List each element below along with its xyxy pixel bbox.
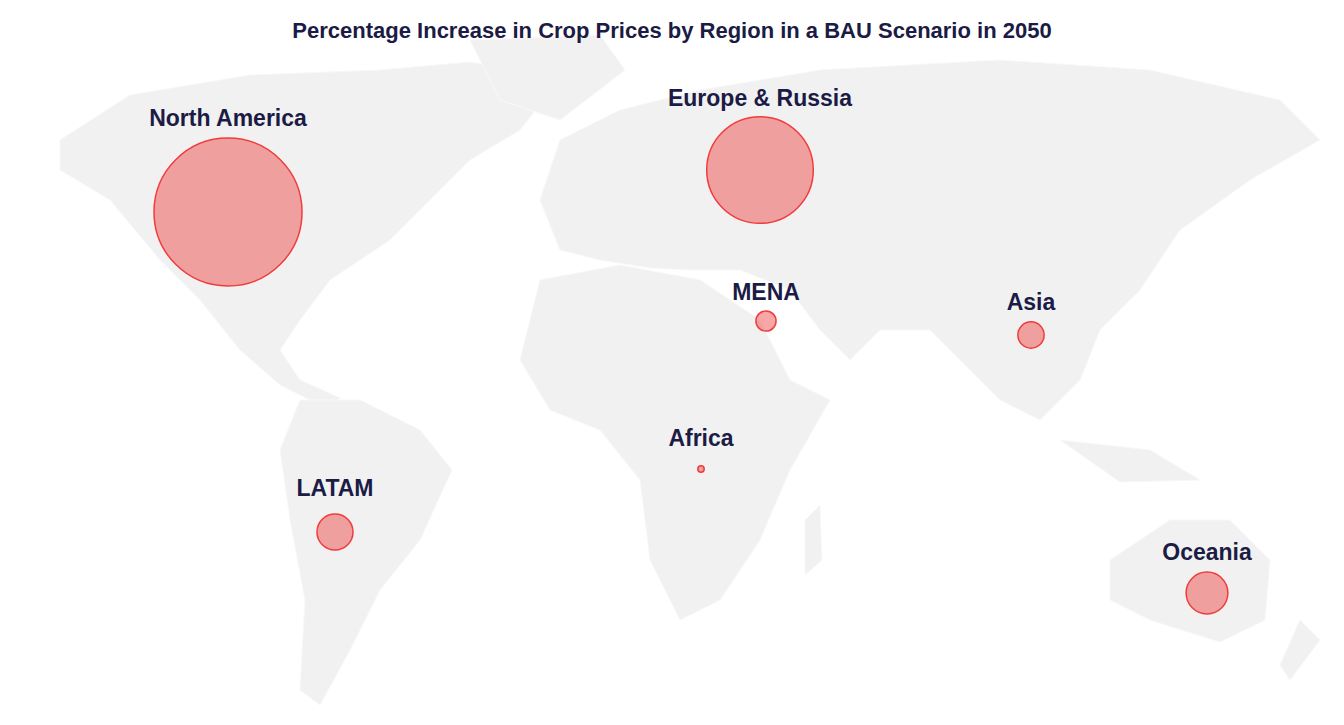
- labels: North America Europe & Russia MENA Asia Afri…: [149, 85, 1252, 565]
- bubble: [154, 138, 302, 286]
- land-shape: [1280, 620, 1320, 680]
- land-shape: [1060, 440, 1200, 482]
- region-label: LATAM: [296, 475, 373, 501]
- bubble: [756, 311, 776, 331]
- bubble: [317, 514, 353, 550]
- bubble: [698, 466, 704, 472]
- bubble: [1186, 572, 1228, 614]
- bubbles: [154, 117, 1228, 614]
- region-label: North America: [149, 105, 307, 131]
- land: [60, 35, 1320, 705]
- region-label: Europe & Russia: [668, 85, 852, 111]
- land-shape: [470, 35, 625, 120]
- title: Percentage Increase in Crop Prices by Re…: [292, 18, 1051, 43]
- land-shape: [1110, 520, 1270, 642]
- chart: Percentage Increase in Crop Prices by Re…: [0, 0, 1344, 725]
- land-shape: [805, 505, 822, 575]
- land-shape: [60, 62, 560, 410]
- region-label: MENA: [732, 279, 800, 305]
- region-label: Oceania: [1162, 539, 1252, 565]
- bubble: [707, 117, 814, 224]
- region-label: Asia: [1007, 289, 1056, 315]
- bubble: [1018, 322, 1044, 348]
- land-shape: [520, 265, 830, 620]
- land-shape: [280, 400, 452, 705]
- region-label: Africa: [668, 425, 733, 451]
